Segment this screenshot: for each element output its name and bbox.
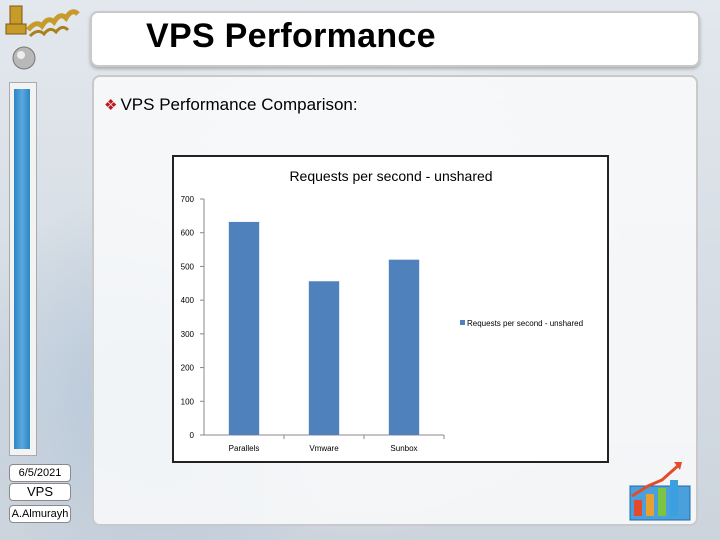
bar-parallels (228, 221, 260, 435)
left-strip (9, 82, 37, 456)
subtitle-colon: : (352, 95, 358, 114)
legend-swatch (460, 320, 465, 325)
y-tick-label: 0 (190, 431, 195, 440)
chart-frame: Requests per second - unshared 0 100 200 30… (172, 155, 609, 463)
footer-topic: VPS (9, 483, 71, 501)
x-tick-label: Sunbox (390, 444, 417, 453)
bar-vmware (308, 281, 340, 435)
y-tick-label: 200 (181, 364, 195, 373)
chart-title: Requests per second - unshared (289, 168, 492, 184)
y-tick-label: 600 (181, 229, 195, 238)
growth-chart-icon (629, 462, 691, 521)
subtitle: ❖ VPS Performance Comparison: (104, 95, 358, 115)
x-tick-label: Vmware (309, 444, 339, 453)
y-tick-label: 300 (181, 330, 195, 339)
y-tick-label: 100 (181, 397, 195, 406)
legend-label: Requests per second - unshared (467, 319, 583, 328)
y-tick-label: 400 (181, 296, 195, 305)
footer-author: A.Almurayh (9, 505, 71, 523)
left-strip-bar (14, 89, 30, 449)
title-bar (90, 11, 700, 67)
subtitle-text: VPS Performance Comparison (120, 95, 353, 114)
bullet-icon: ❖ (104, 97, 118, 114)
y-tick-label: 500 (181, 262, 195, 271)
x-tick-label: Parallels (229, 444, 260, 453)
bar-sunbox (388, 259, 420, 435)
footer-date: 6/5/2021 (9, 464, 71, 482)
bar-chart: Requests per second - unshared 0 100 200 30… (181, 168, 583, 453)
y-tick-label: 700 (181, 195, 195, 204)
logo-icon (5, 5, 80, 70)
slide-title: VPS Performance (146, 17, 436, 55)
